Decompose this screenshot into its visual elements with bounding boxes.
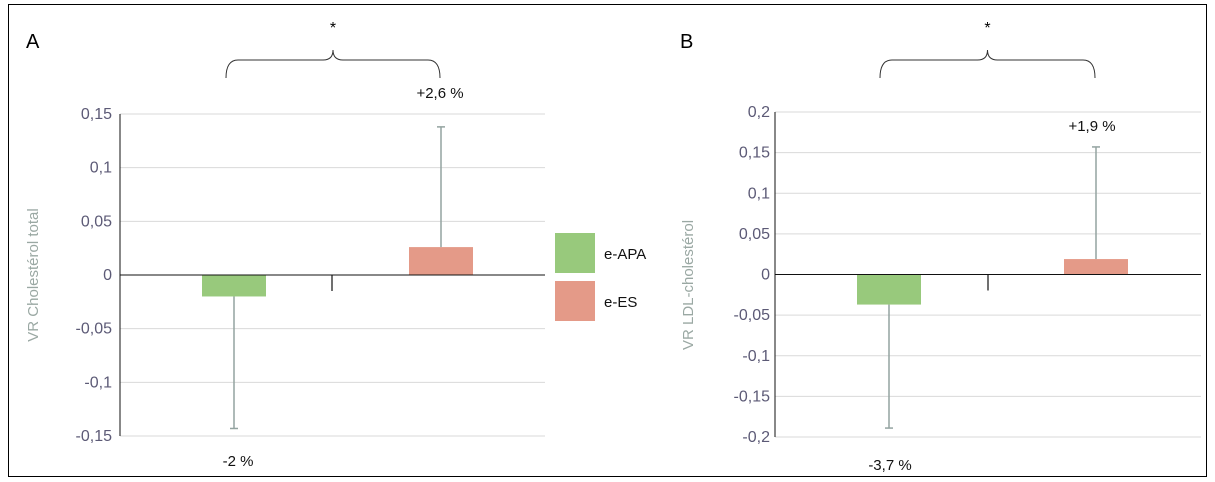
y-tick-label: -0,05: [734, 307, 771, 324]
significance-brace: [879, 49, 1096, 79]
y-tick-label: -0,15: [76, 428, 113, 445]
legend-label-e-es: e-ES: [604, 294, 637, 311]
legend: e-APA e-ES: [555, 233, 646, 321]
data-label: +1,9 %: [1068, 118, 1115, 135]
panel-a: A 0,15 0,1 0,05 0 -0,05 -0,1 -0,15 VR Cholestéro…: [25, 20, 545, 470]
figure-frame: [8, 4, 1207, 477]
data-label: -2 %: [223, 453, 254, 470]
bar-e-apa: [202, 275, 266, 297]
panel-letter: A: [26, 31, 40, 53]
legend-swatch-e-es: [555, 281, 595, 321]
y-tick-label: 0,1: [90, 160, 112, 177]
y-tick-label: 0,15: [739, 145, 770, 162]
y-axis-label: VR LDL-cholestérol: [680, 220, 697, 350]
y-tick-label: -0,1: [84, 374, 112, 391]
y-tick-label: 0,05: [81, 213, 112, 230]
bar-e-es: [1064, 259, 1128, 275]
y-axis-label: VR Cholestérol total: [25, 208, 42, 341]
legend-label-e-apa: e-APA: [604, 246, 646, 263]
y-tick-label: 0: [103, 267, 112, 284]
legend-swatch-e-apa: [555, 233, 595, 273]
y-tick-label: 0,2: [748, 104, 770, 121]
y-tick-label: 0,15: [81, 106, 112, 123]
y-tick-label: 0,05: [739, 226, 770, 243]
bar-e-apa: [857, 274, 921, 305]
y-tick-label: 0: [761, 267, 770, 284]
data-label: -3,7 %: [868, 457, 911, 474]
significance-star: *: [330, 20, 336, 37]
y-tick-label: -0,1: [742, 348, 770, 365]
panel-b: B 0,2 0,15 0,1 0,05 0 -0,05 -0,1 -0,15 -0,2 VR LDL…: [680, 20, 1201, 474]
y-tick-label: -0,05: [76, 321, 113, 338]
bar-e-es: [409, 247, 473, 275]
y-tick-label: -0,15: [734, 388, 771, 405]
panel-letter: B: [680, 31, 693, 53]
data-label: +2,6 %: [416, 85, 463, 102]
y-tick-label: -0,2: [742, 429, 770, 446]
significance-brace: [225, 49, 441, 79]
significance-star: *: [984, 20, 990, 37]
y-tick-label: 0,1: [748, 185, 770, 202]
